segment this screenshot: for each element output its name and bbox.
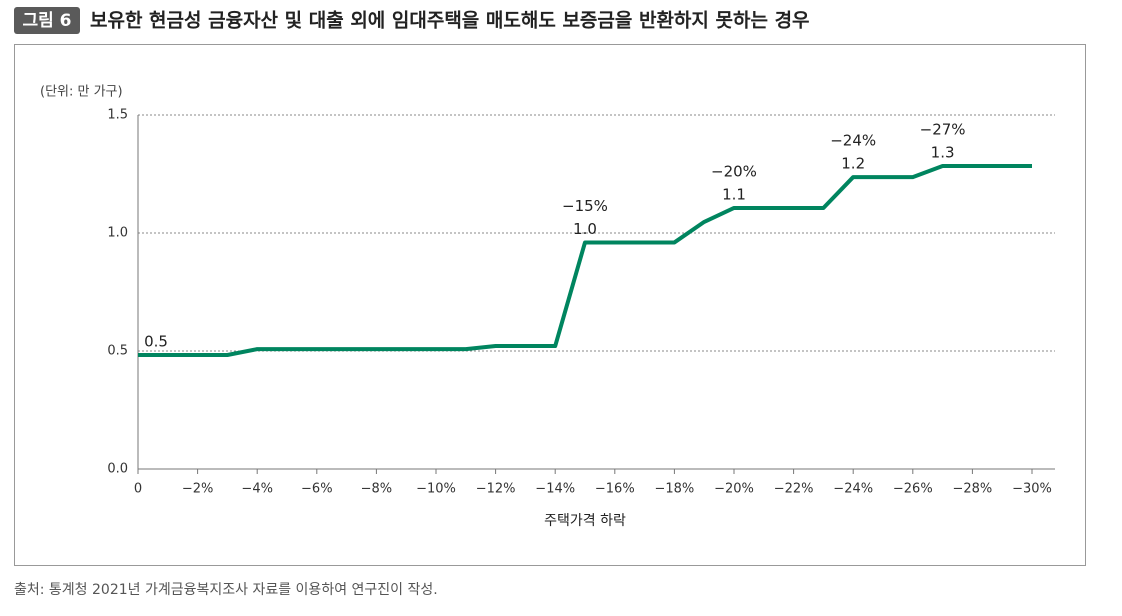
x-tick-label: −2% — [182, 482, 214, 497]
x-tick-label: −4% — [241, 482, 273, 497]
chart-title: 보유한 현금성 금융자산 및 대출 외에 임대주택을 매도해도 보증금을 반환하… — [90, 10, 810, 32]
source-note: 출처: 통계청 2021년 가계금융복지조사 자료를 이용하여 연구진이 작성. — [14, 582, 438, 598]
annotation: −27% — [920, 120, 966, 138]
y-tick-label: 0.5 — [107, 344, 128, 359]
x-tick-label: 0 — [134, 482, 142, 497]
data-label: 1.2 — [841, 155, 865, 173]
x-tick-label: −14% — [535, 482, 575, 497]
data-label: 0.5 — [144, 333, 168, 351]
x-tick-label: −6% — [301, 482, 333, 497]
data-label: 1.1 — [722, 185, 746, 203]
x-tick-label: −16% — [595, 482, 635, 497]
x-tick-label: −24% — [833, 482, 873, 497]
data-line — [138, 163, 1032, 358]
x-tick-label: −10% — [416, 482, 456, 497]
chart-frame — [14, 44, 1086, 566]
x-tick-label: −8% — [361, 482, 393, 497]
x-axis-label: 주택가격 하락 — [544, 513, 626, 529]
y-tick-label: 1.0 — [107, 226, 128, 241]
x-tick-label: −28% — [953, 482, 993, 497]
figure-label: 그림 6 — [22, 11, 71, 31]
x-tick-label: −20% — [714, 482, 754, 497]
unit-label: (단위: 만 가구) — [40, 85, 123, 100]
annotation: −24% — [830, 132, 876, 150]
x-tick-label: −26% — [893, 482, 933, 497]
figure-badge — [14, 7, 80, 34]
y-tick-label: 0.0 — [107, 462, 128, 477]
y-tick-label: 1.5 — [107, 108, 128, 123]
data-label: 1.0 — [573, 220, 597, 238]
annotation: −20% — [711, 162, 757, 180]
x-tick-label: −30% — [1012, 482, 1052, 497]
x-tick-label: −12% — [476, 482, 516, 497]
x-tick-label: −22% — [774, 482, 814, 497]
data-label: 1.3 — [931, 143, 955, 161]
annotation: −15% — [562, 197, 608, 215]
x-tick-label: −18% — [655, 482, 695, 497]
